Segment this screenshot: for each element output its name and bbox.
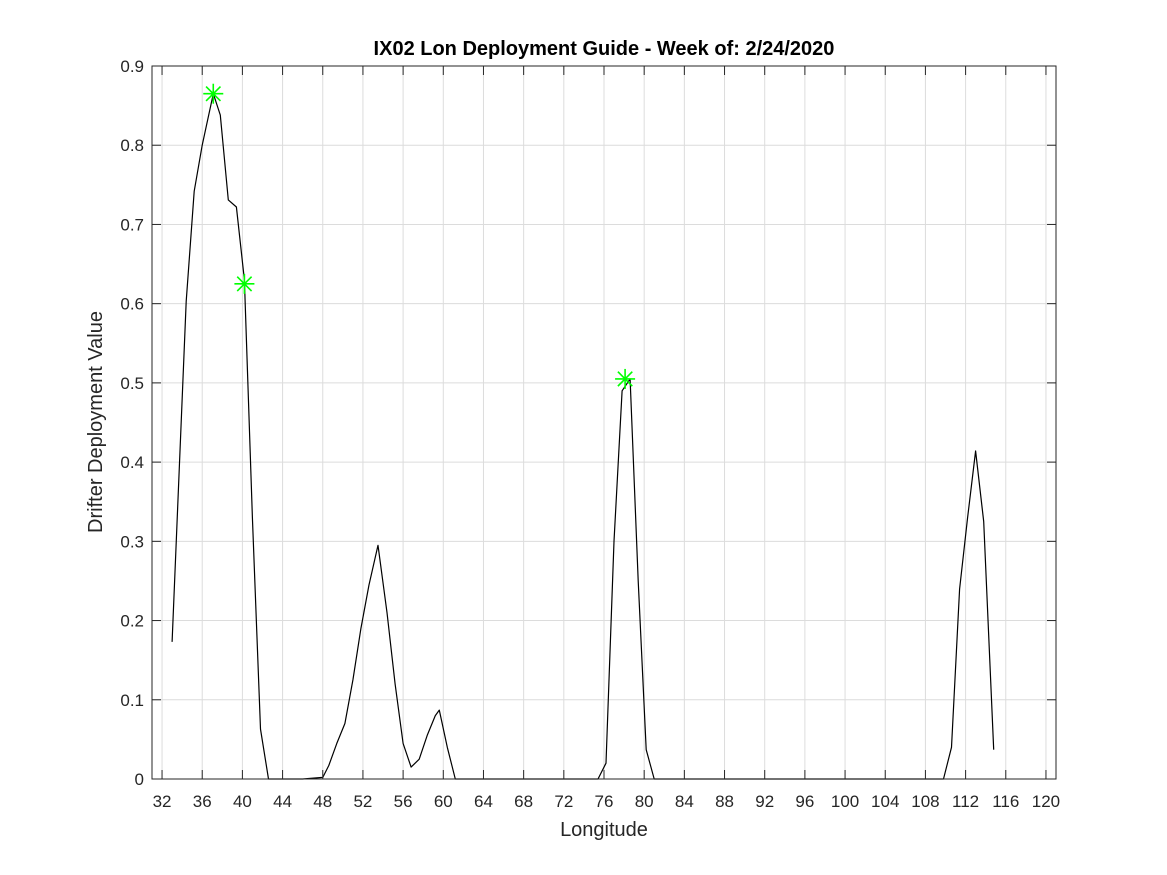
y-tick-label: 0 (135, 770, 144, 789)
x-tick-label: 60 (434, 792, 453, 811)
x-tick-label: 100 (831, 792, 859, 811)
x-tick-label: 120 (1032, 792, 1060, 811)
x-tick-label: 104 (871, 792, 899, 811)
x-tick-label: 92 (755, 792, 774, 811)
y-axis-label: Drifter Deployment Value (85, 311, 107, 533)
y-tick-label: 0.7 (120, 215, 144, 234)
x-tick-label: 72 (554, 792, 573, 811)
x-tick-label: 64 (474, 792, 493, 811)
y-tick-label: 0.1 (120, 691, 144, 710)
y-tick-label: 0.2 (120, 612, 144, 631)
x-tick-label: 108 (911, 792, 939, 811)
y-tick-label: 0.3 (120, 532, 144, 551)
x-tick-label: 116 (992, 792, 1019, 811)
x-axis-label: Longitude (560, 819, 648, 841)
x-tick-label: 80 (635, 792, 654, 811)
x-tick-label: 96 (795, 792, 814, 811)
x-tick-label: 44 (273, 792, 292, 811)
y-tick-label: 0.8 (120, 136, 144, 155)
x-tick-label: 32 (153, 792, 172, 811)
y-tick-label: 0.5 (120, 374, 144, 393)
axis-ticks (152, 65, 1056, 780)
x-tick-label: 48 (313, 792, 332, 811)
y-tick-label: 0.6 (120, 295, 144, 314)
x-tick-label: 76 (595, 792, 614, 811)
x-tick-label: 112 (952, 792, 979, 811)
peak-marker (615, 368, 636, 389)
x-tick-label: 84 (675, 792, 694, 811)
y-tick-label: 0.4 (120, 453, 144, 472)
x-tick-labels: 32 36 40 44 48 52 56 60 64 68 72 76 80 84 88 92 96 100 104… (153, 792, 1061, 811)
x-tick-label: 88 (715, 792, 734, 811)
peak-markers (203, 83, 636, 389)
peak-marker (234, 273, 255, 294)
x-tick-label: 68 (514, 792, 533, 811)
chart-title: IX02 Lon Deployment Guide - Week of: 2/2… (374, 38, 835, 60)
x-tick-label: 56 (394, 792, 413, 811)
x-tick-label: 52 (353, 792, 372, 811)
y-tick-labels: 0 0.1 0.2 0.3 0.4 0.5 0.6 0.7 0.8 0.9 (120, 57, 144, 789)
y-tick-label: 0.9 (120, 57, 144, 76)
x-tick-label: 40 (233, 792, 252, 811)
peak-marker (203, 83, 224, 104)
x-tick-label: 36 (193, 792, 212, 811)
